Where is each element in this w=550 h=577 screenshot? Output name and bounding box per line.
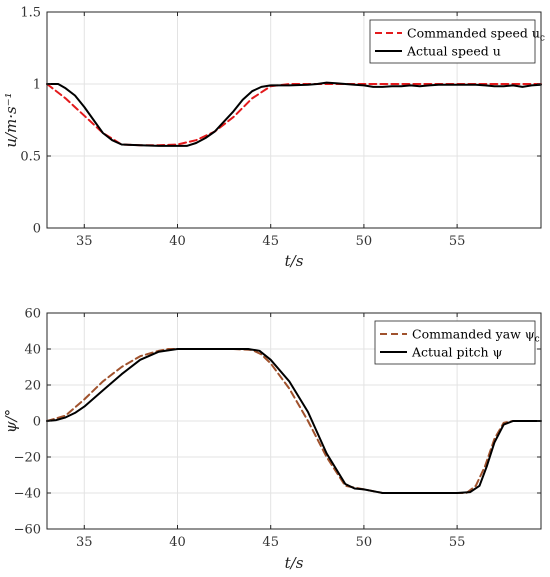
yaw-subplot: 35 40 45 50 55 −60 −40 −20 0 20 40 60 t/s ψ/° Comma… <box>2 307 542 572</box>
speed-y-tick-label: 1 <box>33 78 41 93</box>
speed-x-tick-label: 55 <box>449 234 466 249</box>
yaw-y-tick-label: 60 <box>24 307 41 322</box>
yaw-y-tick-label: 40 <box>24 343 41 358</box>
speed-y-tick-label: 1.5 <box>20 6 41 21</box>
yaw-y-tick-label: −40 <box>14 487 41 502</box>
speed-y-axis-label: u/m·s⁻¹ <box>2 92 20 147</box>
speed-series <box>46 81 542 147</box>
yaw-x-tick-label: 45 <box>262 535 279 550</box>
yaw-x-tick-label: 40 <box>169 535 186 550</box>
speed-legend-box <box>369 19 536 64</box>
speed-subplot: 35 40 45 50 55 0 0.5 1 1.5 t/s u/m·s⁻¹ Commanded… <box>2 6 545 271</box>
speed-x-tick-label: 50 <box>356 234 373 249</box>
yaw-y-tick-label: −60 <box>14 523 41 538</box>
yaw-x-tick-label: 50 <box>356 535 373 550</box>
yaw-x-tick-label: 55 <box>449 535 466 550</box>
yaw-legend-label: Actual pitch ψ <box>411 345 503 360</box>
speed-axes-frame <box>46 11 542 229</box>
speed-y-tick-label: 0.5 <box>20 150 41 165</box>
yaw-y-axis-label: ψ/° <box>2 409 20 433</box>
yaw-series-line-commanded <box>46 348 542 494</box>
speed-x-tick-label: 40 <box>169 234 186 249</box>
yaw-legend-label: Commanded yaw ψc <box>412 327 540 345</box>
speed-ticks: 35 40 45 50 55 0 0.5 1 1.5 <box>20 6 541 249</box>
speed-series-line-actual <box>46 81 542 147</box>
speed-x-tick-label: 35 <box>76 234 93 249</box>
yaw-ticks: 35 40 45 50 55 −60 −40 −20 0 20 40 60 <box>14 307 541 550</box>
speed-legend-label: Commanded speed uc <box>407 26 545 44</box>
yaw-series <box>46 348 542 494</box>
yaw-series-line-actual <box>46 348 542 494</box>
speed-y-tick-label: 0 <box>33 222 41 237</box>
speed-x-axis-label: t/s <box>285 252 304 270</box>
yaw-x-tick-label: 35 <box>76 535 93 550</box>
yaw-x-axis-label: t/s <box>285 554 304 572</box>
yaw-legend-box <box>374 320 536 365</box>
yaw-y-tick-label: 20 <box>24 379 41 394</box>
speed-legend-label: Actual speed u <box>406 44 501 59</box>
yaw-y-tick-label: 0 <box>33 415 41 430</box>
yaw-y-tick-label: −20 <box>14 451 41 466</box>
speed-x-tick-label: 45 <box>262 234 279 249</box>
